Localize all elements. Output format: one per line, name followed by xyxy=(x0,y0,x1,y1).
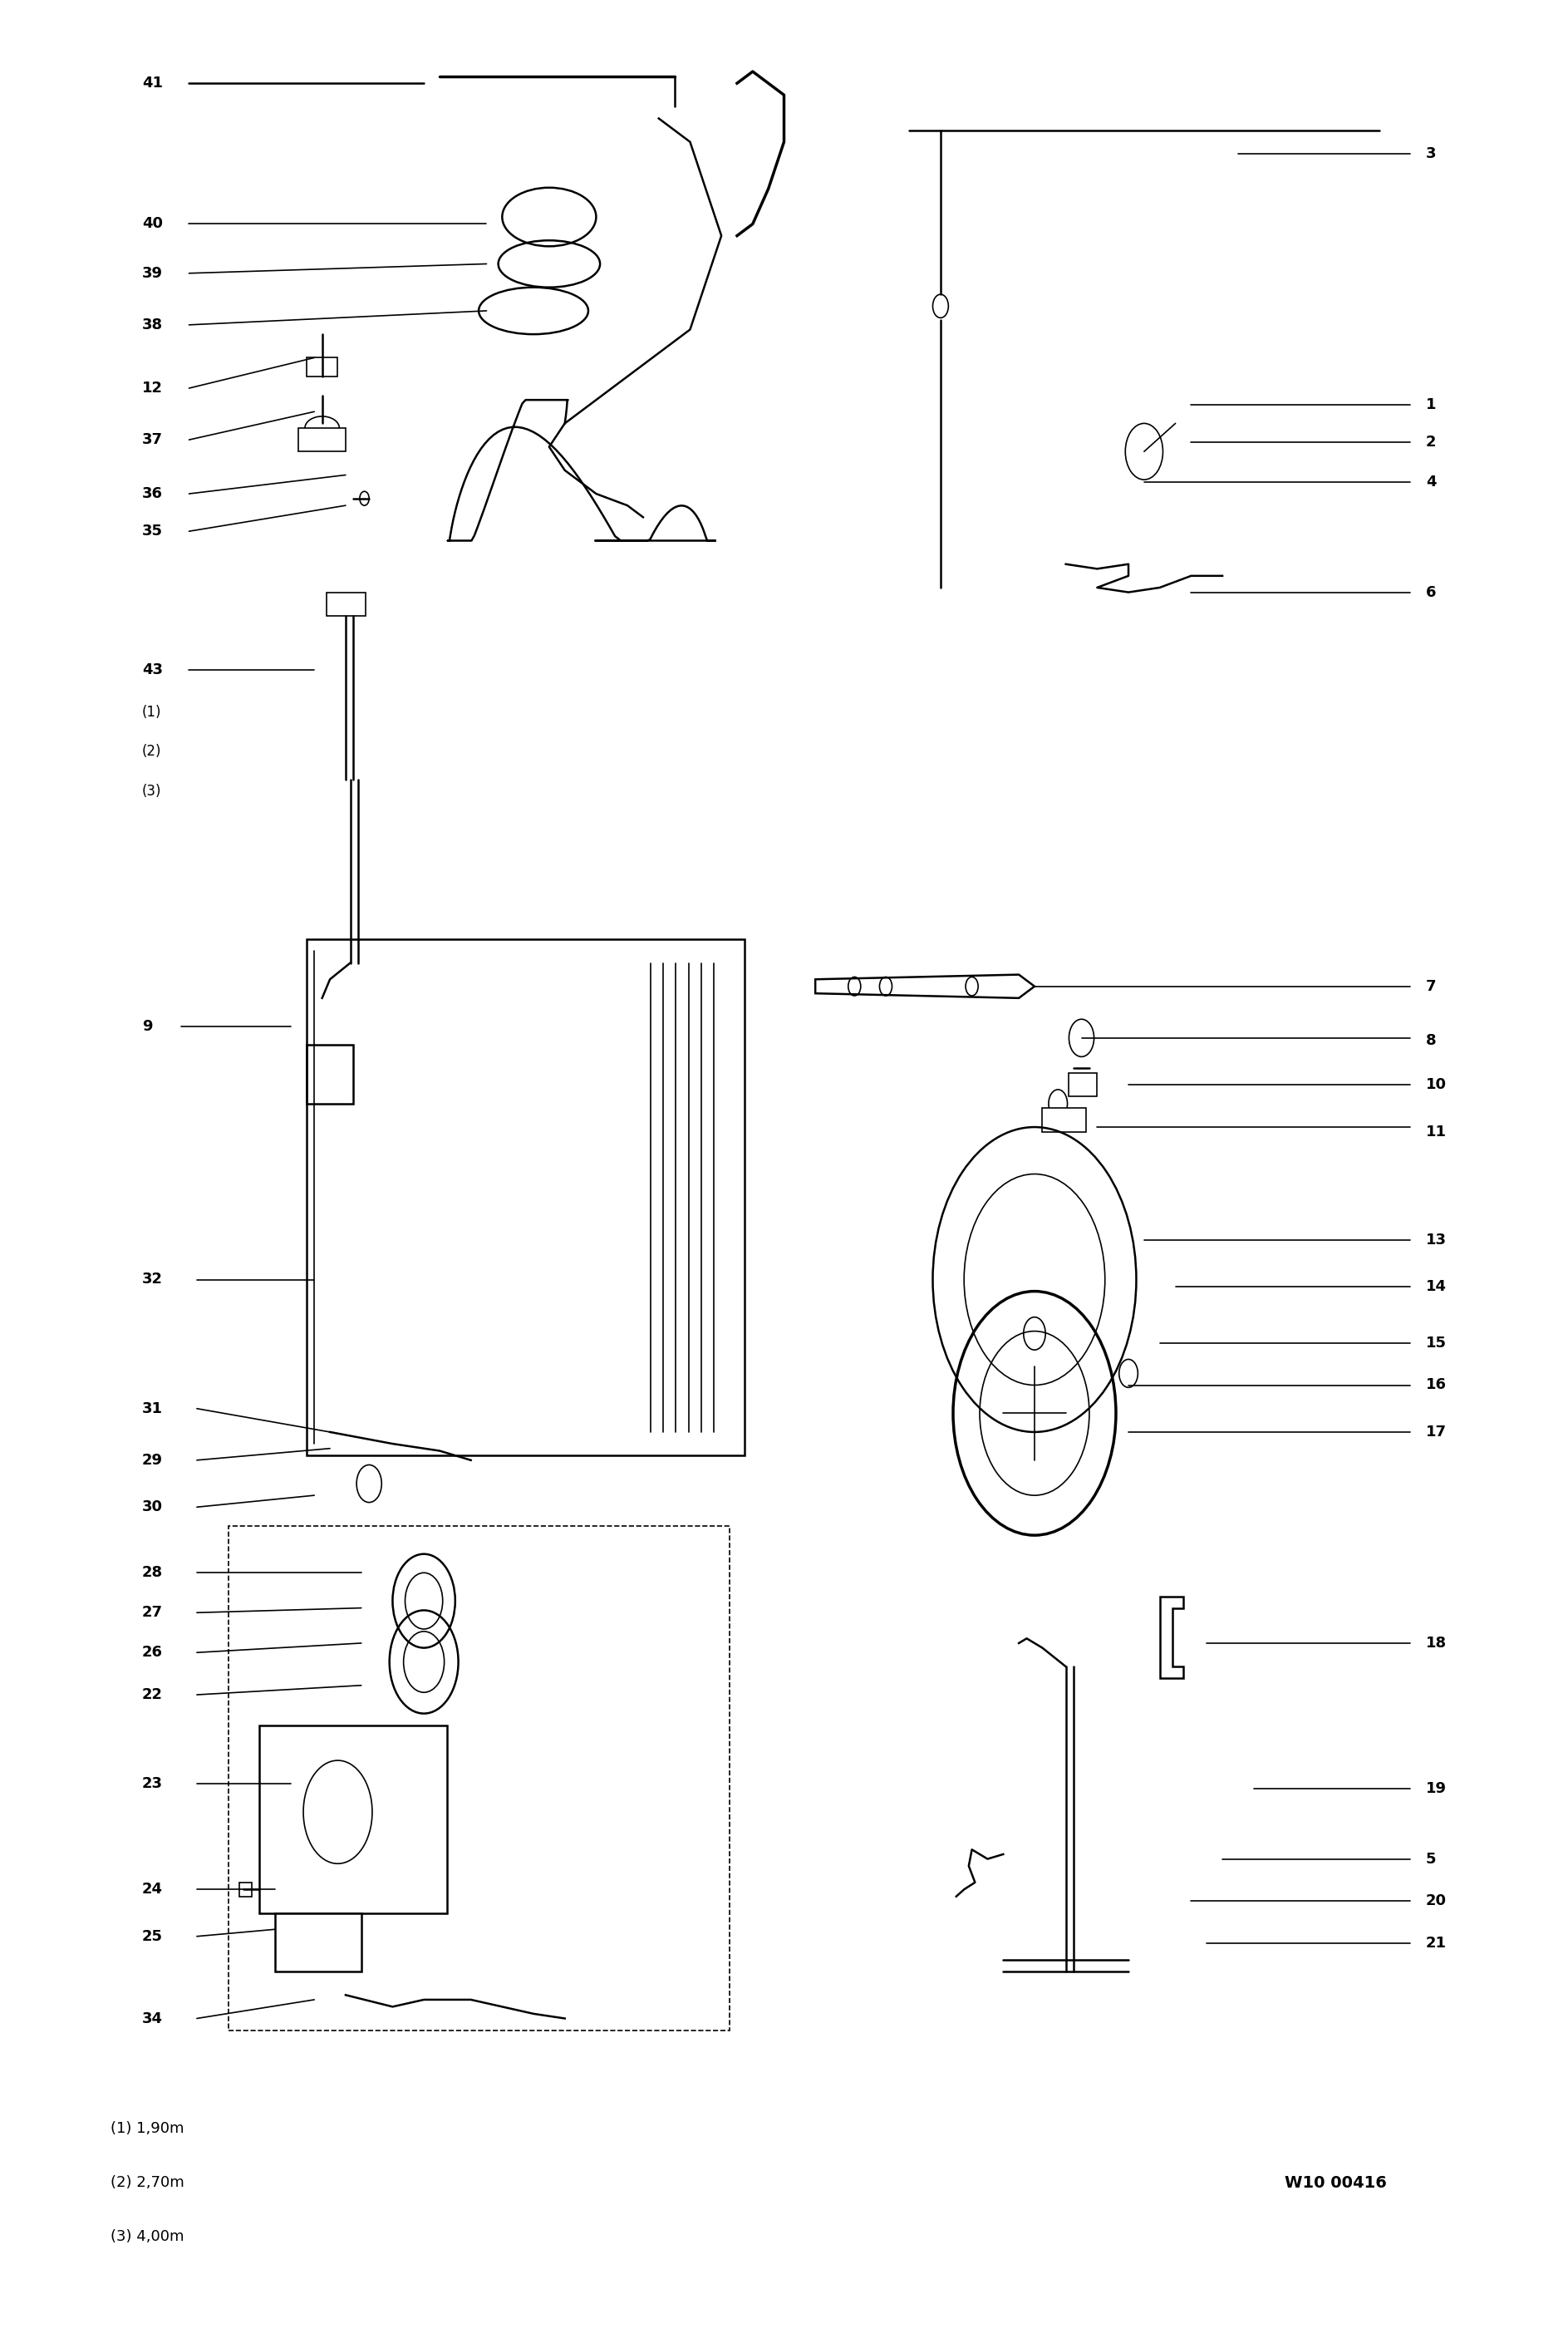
Text: 28: 28 xyxy=(143,1566,163,1580)
Bar xyxy=(306,1045,353,1104)
Text: 38: 38 xyxy=(143,317,163,333)
Text: 12: 12 xyxy=(143,380,163,397)
Text: (3) 4,00m: (3) 4,00m xyxy=(111,2228,185,2245)
Text: 26: 26 xyxy=(143,1646,163,1660)
Text: 4: 4 xyxy=(1425,474,1436,488)
Text: 36: 36 xyxy=(143,486,163,500)
Bar xyxy=(274,1914,361,1972)
Text: 43: 43 xyxy=(143,662,163,676)
Text: 16: 16 xyxy=(1425,1378,1447,1392)
Text: 34: 34 xyxy=(143,2010,163,2026)
Bar xyxy=(326,592,365,615)
Text: (3): (3) xyxy=(143,784,162,798)
Bar xyxy=(229,1526,729,2031)
Text: 11: 11 xyxy=(1425,1125,1447,1139)
Ellipse shape xyxy=(304,416,339,439)
Text: 24: 24 xyxy=(143,1883,163,1897)
Text: 18: 18 xyxy=(1425,1637,1447,1651)
Bar xyxy=(298,427,345,451)
Text: 1: 1 xyxy=(1425,397,1436,413)
Text: 2: 2 xyxy=(1425,434,1436,448)
Bar xyxy=(1069,1073,1098,1097)
Text: 5: 5 xyxy=(1425,1853,1436,1867)
Text: 7: 7 xyxy=(1425,979,1436,993)
Bar xyxy=(240,1883,252,1897)
Text: 30: 30 xyxy=(143,1500,163,1514)
Text: 21: 21 xyxy=(1425,1935,1447,1951)
Text: 9: 9 xyxy=(143,1019,152,1033)
Bar xyxy=(306,939,745,1456)
Text: 39: 39 xyxy=(143,265,163,282)
Text: (1) 1,90m: (1) 1,90m xyxy=(111,2120,185,2137)
Ellipse shape xyxy=(502,188,596,247)
Text: 15: 15 xyxy=(1425,1336,1447,1350)
Bar xyxy=(1043,1108,1087,1132)
Text: 19: 19 xyxy=(1425,1782,1447,1796)
Text: 10: 10 xyxy=(1425,1078,1447,1092)
Text: 29: 29 xyxy=(143,1453,163,1468)
Text: 35: 35 xyxy=(143,524,163,538)
Text: 32: 32 xyxy=(143,1273,163,1287)
Text: 25: 25 xyxy=(143,1928,163,1944)
Text: 31: 31 xyxy=(143,1402,163,1416)
Text: 6: 6 xyxy=(1425,585,1436,599)
Text: (2): (2) xyxy=(143,744,162,758)
Text: (1): (1) xyxy=(143,704,162,718)
Text: (2) 2,70m: (2) 2,70m xyxy=(111,2174,185,2191)
Text: 17: 17 xyxy=(1425,1425,1447,1439)
Text: 22: 22 xyxy=(143,1688,163,1702)
Text: W10 00416: W10 00416 xyxy=(1286,2174,1388,2191)
Text: 3: 3 xyxy=(1425,146,1436,162)
Text: 13: 13 xyxy=(1425,1233,1447,1247)
Text: 40: 40 xyxy=(143,216,163,232)
Text: 8: 8 xyxy=(1425,1033,1436,1047)
Text: 41: 41 xyxy=(143,75,163,92)
Bar xyxy=(259,1726,447,1914)
Text: 20: 20 xyxy=(1425,1895,1447,1909)
Text: 23: 23 xyxy=(143,1777,163,1792)
Bar xyxy=(306,357,337,376)
Text: 14: 14 xyxy=(1425,1280,1447,1294)
Text: 27: 27 xyxy=(143,1606,163,1620)
Text: 37: 37 xyxy=(143,432,163,446)
